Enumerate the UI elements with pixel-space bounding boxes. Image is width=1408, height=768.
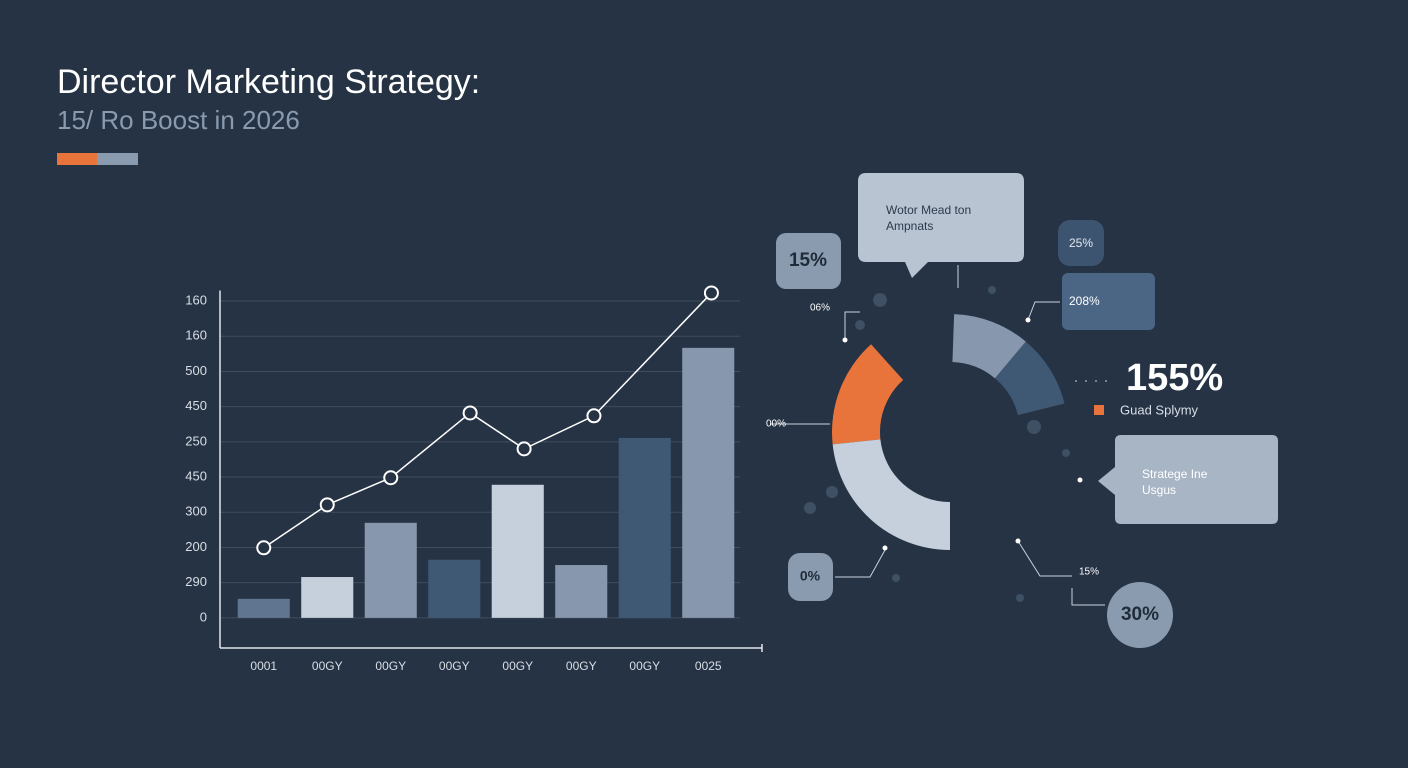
callout-box: [858, 173, 1024, 278]
callout-box: [1098, 435, 1278, 524]
trend-point: [516, 441, 532, 457]
y-tick-label: 160: [185, 328, 207, 343]
accent-bar: [97, 153, 138, 165]
annotation: 155%: [1126, 357, 1223, 399]
dot: [988, 286, 996, 294]
dot: [1062, 449, 1070, 457]
dot: [873, 293, 887, 307]
bar: [364, 522, 417, 618]
annotation: Stratege Ine: [1142, 467, 1208, 481]
annotation: Usgus: [1142, 483, 1176, 497]
x-tick-label: 00GY: [629, 659, 660, 673]
annotation: 30%: [1121, 604, 1159, 625]
x-tick-label: 00GY: [439, 659, 470, 673]
annotation: 00%: [766, 419, 786, 430]
y-tick-label: 450: [185, 398, 207, 413]
annotation: 208%: [1069, 294, 1100, 308]
callout-circle: [1107, 582, 1173, 648]
dots: [804, 286, 1070, 602]
annotation: 0%: [800, 568, 821, 584]
dot: [1077, 477, 1083, 483]
annotation: Ampnats: [886, 219, 933, 233]
annotation: 25%: [1069, 236, 1093, 250]
callout-pill: [1058, 220, 1104, 266]
dot: [855, 320, 865, 330]
annotation: Guad Splymy: [1120, 402, 1199, 417]
y-tick-label: 0: [200, 609, 207, 624]
bar: [237, 598, 290, 618]
y-tick-label: 450: [185, 468, 207, 483]
donut-segment: [952, 314, 1026, 379]
annotation: Wotor Mead ton: [886, 203, 971, 217]
donut-segment: [994, 341, 1065, 416]
bar: [301, 577, 354, 618]
trend-point: [319, 497, 335, 513]
dot: [804, 502, 816, 514]
dots: [842, 317, 1083, 551]
bar: [491, 484, 544, 618]
dot: [892, 574, 900, 582]
dot: [1025, 317, 1031, 323]
bar: [618, 437, 671, 618]
donut-segment: [832, 439, 950, 550]
connector: [1071, 588, 1105, 606]
y-tick-label: 250: [185, 433, 207, 448]
annotation: 06%: [810, 303, 830, 314]
dot: [882, 545, 888, 551]
callout-pill: [788, 553, 833, 601]
trend-point: [462, 405, 478, 421]
chart-title: Director Marketing Strategy:: [57, 63, 480, 101]
trend-point: [256, 540, 272, 556]
dot: [842, 337, 848, 343]
connector: [835, 549, 886, 578]
callout-box: [1062, 273, 1155, 330]
connector: [844, 311, 860, 340]
connector: [1027, 301, 1060, 321]
y-tick-label: 290: [185, 574, 207, 589]
y-tick-label: 300: [185, 504, 207, 519]
dot: [1016, 594, 1024, 602]
donut: [831, 314, 1065, 550]
chart-subtitle: 15/ Ro Boost in 2026: [57, 105, 300, 135]
connector: [1017, 540, 1072, 577]
x-tick-label: 0001: [250, 659, 277, 673]
dot: [1015, 538, 1021, 544]
x-tick-label: 00GY: [502, 659, 533, 673]
accent-bar: [57, 153, 97, 165]
trend-point: [703, 285, 719, 301]
bar: [428, 559, 481, 618]
y-tick-label: 500: [185, 363, 207, 378]
bar: [555, 565, 608, 618]
dot: [1027, 420, 1041, 434]
dot: [826, 486, 838, 498]
annotation: 15%: [1079, 567, 1099, 578]
bar: [682, 347, 735, 618]
donut-segment: [831, 344, 904, 445]
x-tick-label: 0025: [695, 659, 722, 673]
trend-point: [586, 408, 602, 424]
y-tick-label: 200: [185, 539, 207, 554]
connectors: [770, 265, 1110, 606]
y-tick-label: 160: [185, 292, 207, 307]
x-tick-label: 00GY: [312, 659, 343, 673]
x-tick-label: 00GY: [566, 659, 597, 673]
legend-swatch: [1094, 405, 1104, 415]
annotation: 15%: [789, 250, 827, 271]
trend-point: [383, 470, 399, 486]
callout-pill: [776, 233, 841, 289]
x-tick-label: 00GY: [375, 659, 406, 673]
